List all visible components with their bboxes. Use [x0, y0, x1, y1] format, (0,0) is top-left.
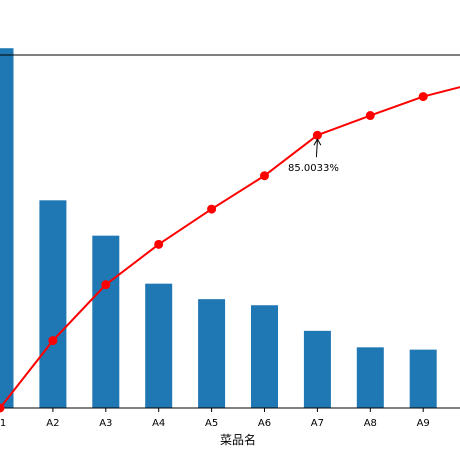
- line-point-A7: [312, 130, 322, 140]
- cumulative-line-series: [0, 86, 460, 413]
- annotation-arrow-head: [313, 138, 322, 146]
- x-tick-label-A9: A9: [417, 418, 430, 429]
- bar-A6: [251, 305, 278, 408]
- x-tick-label-A1: 1: [0, 418, 6, 429]
- bar-A1: [0, 48, 14, 409]
- x-tick-label-A8: A8: [364, 418, 377, 429]
- annotation-label: 85.0033%: [288, 163, 339, 174]
- line-point-A3: [101, 280, 111, 290]
- line-point-A5: [207, 204, 217, 214]
- cumulative-line: [0, 86, 460, 409]
- bar-A4: [145, 283, 173, 408]
- bar-A2: [39, 200, 67, 408]
- bar-A9: [409, 349, 437, 408]
- bar-A5: [198, 299, 226, 408]
- line-point-A1: [0, 403, 5, 413]
- bar-A8: [356, 347, 384, 408]
- line-point-A4: [154, 239, 164, 249]
- line-point-A9: [418, 92, 428, 102]
- x-tick-label-A2: A2: [46, 418, 59, 429]
- line-point-A2: [48, 336, 58, 346]
- x-tick-label-A5: A5: [205, 418, 218, 429]
- x-tick-label-A4: A4: [152, 418, 165, 429]
- x-tick-label-A3: A3: [99, 418, 112, 429]
- x-tick-label-A6: A6: [258, 418, 271, 429]
- annotation-arrow: [315, 140, 318, 158]
- bar-A3: [92, 235, 120, 408]
- x-axis-title: 菜品名: [220, 432, 256, 447]
- bar-series: [0, 48, 437, 409]
- x-axis-ticks: 1 A2 A3 A4 A5 A6 A7 A8 A9: [0, 408, 430, 429]
- bar-A7: [303, 330, 331, 408]
- x-tick-label-A7: A7: [311, 418, 324, 429]
- line-point-A8: [365, 111, 375, 121]
- annotation: 85.0033%: [288, 138, 339, 174]
- line-point-A6: [260, 171, 269, 181]
